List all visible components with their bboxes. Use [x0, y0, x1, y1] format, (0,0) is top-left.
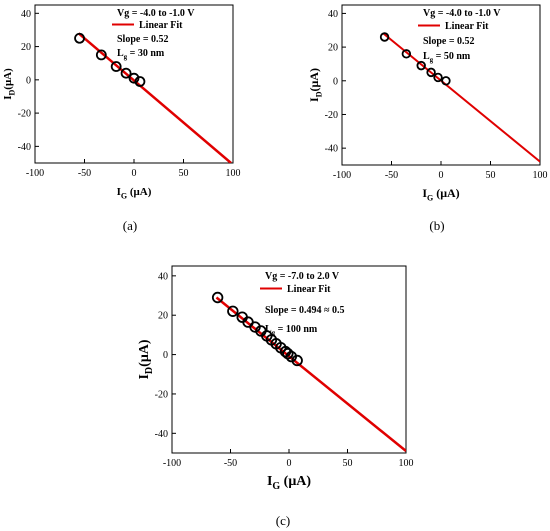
linear-fit-line [215, 296, 406, 453]
y-tick-label: 0 [333, 76, 338, 87]
y-tick-label: 20 [328, 43, 338, 54]
data-point [282, 347, 294, 360]
y-tick-label: 0 [163, 350, 168, 361]
slope-annotation: Slope = 0.52 [117, 34, 169, 45]
x-axis-label: IG (μA) [267, 474, 311, 492]
x-tick-label: 0 [439, 170, 444, 181]
y-tick-label: -40 [155, 429, 168, 440]
data-point [211, 291, 224, 304]
chart-panel-a: -100 -50 0 50 100 -40 -20 0 20 40 IG (μA) ID(μA) Vg … [2, 4, 241, 233]
legend-title: Vg = -7.0 to 2.0 V [265, 271, 340, 282]
legend-fit-label: Linear Fit [287, 284, 331, 295]
x-axis-label: IG (μA) [117, 186, 152, 200]
x-tick-label: 50 [179, 168, 189, 179]
y-tick-label: 20 [21, 42, 31, 53]
y-tick-label: -40 [18, 142, 31, 153]
x-tick-label: -50 [385, 170, 398, 181]
plot-frame [341, 4, 541, 166]
plot-area [211, 291, 406, 453]
data-point [433, 72, 443, 83]
y-tick-label: -20 [325, 110, 338, 121]
gate-length-annotation: Lg = 30 nm [117, 48, 165, 61]
y-axis-label: ID(μA) [2, 68, 16, 100]
x-tick-label: 0 [287, 458, 292, 469]
legend-fit-label: Linear Fit [139, 20, 183, 31]
y-tick-label: 40 [21, 9, 31, 20]
x-tick-label: 100 [226, 168, 241, 179]
x-tick-label: 100 [533, 170, 548, 181]
x-axis-label: IG (μA) [422, 186, 459, 203]
plot-area [74, 32, 232, 163]
data-point [120, 67, 132, 79]
data-point [134, 76, 146, 87]
x-tick-label: 50 [486, 170, 496, 181]
data-point [227, 305, 239, 317]
y-axis-label: ID(μA) [137, 339, 155, 379]
x-tick-label: -50 [78, 168, 91, 179]
y-tick-label: -40 [325, 144, 338, 155]
gate-length-annotation: Lg = 100 nm [265, 324, 318, 337]
y-tick-label: -20 [18, 109, 31, 120]
plot-area [379, 32, 540, 163]
gate-length-annotation: Lg = 50 nm [423, 51, 471, 64]
x-tick-label: -100 [26, 168, 44, 179]
chart-panel-b: -100 -50 0 50 100 -40 -20 0 20 40 IG (μA) ID(μA) Vg … [307, 4, 548, 233]
panel-label: (c) [276, 513, 290, 528]
x-tick-label: 0 [132, 168, 137, 179]
x-tick-label: -50 [224, 458, 237, 469]
y-tick-label: 40 [328, 9, 338, 20]
data-point [441, 76, 451, 86]
x-tick-label: 50 [343, 458, 353, 469]
x-tick-label: -100 [333, 170, 351, 181]
panel-label: (b) [429, 218, 444, 233]
y-tick-label: 0 [26, 75, 31, 86]
data-point [426, 67, 436, 78]
y-tick-label: 40 [158, 271, 168, 282]
y-tick-label: -20 [155, 389, 168, 400]
x-tick-label: 100 [399, 458, 414, 469]
panel-label: (a) [123, 218, 137, 233]
data-point [379, 32, 390, 42]
data-point [110, 61, 122, 72]
data-point [416, 60, 426, 71]
x-tick-label: -100 [163, 458, 181, 469]
linear-fit-line [77, 32, 232, 163]
data-point [95, 49, 107, 61]
legend-title: Vg = -4.0 to -1.0 V [117, 8, 195, 19]
legend-fit-label: Linear Fit [445, 21, 489, 32]
data-point [291, 354, 303, 367]
data-point [401, 49, 412, 59]
y-axis-label: ID(μA) [307, 68, 324, 102]
chart-panel-c: -100 -50 0 50 100 -40 -20 0 20 40 IG (μA) ID(μA) Vg … [137, 265, 414, 528]
slope-annotation: Slope = 0.494 ≈ 0.5 [265, 305, 345, 316]
legend-title: Vg = -4.0 to -1.0 V [423, 8, 501, 19]
slope-annotation: Slope = 0.52 [423, 36, 475, 47]
data-point [128, 72, 140, 84]
data-point [74, 32, 85, 44]
y-tick-label: 20 [158, 311, 168, 322]
